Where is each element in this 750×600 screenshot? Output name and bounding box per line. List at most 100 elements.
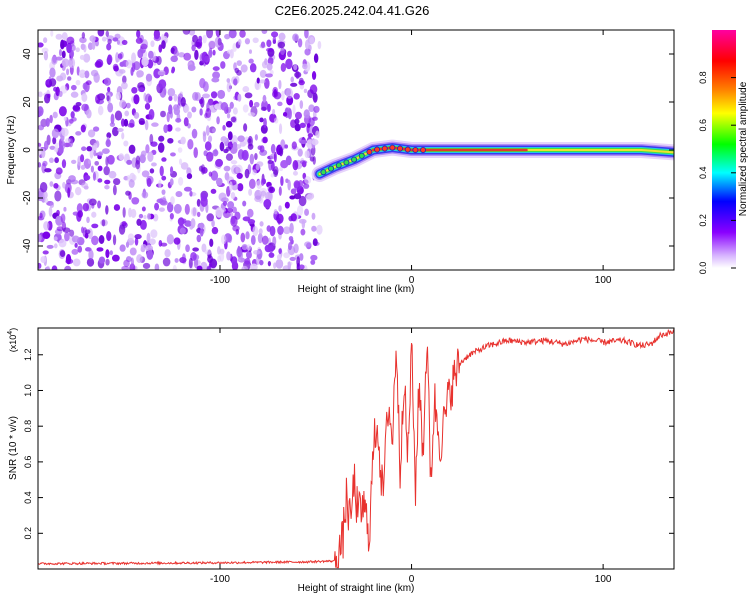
noise-blob bbox=[300, 228, 306, 236]
noise-blob bbox=[77, 245, 83, 253]
noise-blob bbox=[169, 166, 174, 174]
noise-blob bbox=[145, 244, 154, 252]
noise-blob bbox=[196, 234, 202, 243]
noise-blob bbox=[150, 40, 155, 48]
noise-blob bbox=[103, 166, 110, 176]
noise-blob bbox=[290, 76, 294, 83]
noise-blob bbox=[42, 160, 48, 167]
spectrogram-x-axis: -100 0 100 bbox=[210, 30, 612, 286]
noise-blob bbox=[202, 93, 211, 99]
noise-blob bbox=[250, 234, 256, 246]
noise-blob bbox=[232, 107, 238, 115]
noise-blob bbox=[298, 195, 307, 207]
noise-blob bbox=[259, 259, 264, 266]
noise-blob bbox=[247, 138, 252, 144]
noise-blob bbox=[299, 160, 308, 165]
noise-blob bbox=[87, 129, 96, 138]
noise-blob bbox=[133, 112, 140, 119]
noise-blob bbox=[254, 80, 262, 91]
noise-blob bbox=[138, 87, 145, 93]
noise-blob bbox=[126, 159, 132, 165]
noise-blob bbox=[95, 94, 101, 104]
noise-blob bbox=[192, 34, 198, 43]
noise-blob bbox=[107, 154, 115, 165]
noise-blob bbox=[312, 155, 316, 165]
noise-blob bbox=[294, 181, 301, 191]
noise-blob bbox=[112, 37, 119, 42]
noise-blob bbox=[194, 49, 199, 61]
noise-blob bbox=[254, 153, 258, 161]
noise-blob bbox=[202, 34, 207, 44]
noise-blob bbox=[158, 79, 167, 89]
noise-blob bbox=[241, 149, 249, 161]
svg-text:(x104): (x104) bbox=[7, 328, 18, 352]
noise-blob bbox=[259, 145, 265, 153]
noise-blob bbox=[97, 30, 105, 37]
colorbar-tick-label: 0.2 bbox=[698, 214, 708, 227]
noise-blob bbox=[277, 41, 286, 49]
noise-blob bbox=[239, 30, 246, 38]
noise-blob bbox=[141, 170, 150, 178]
noise-blob bbox=[71, 235, 80, 243]
noise-blob bbox=[125, 102, 131, 109]
noise-blob bbox=[146, 249, 154, 260]
noise-blob bbox=[185, 244, 190, 253]
noise-blob bbox=[85, 80, 92, 86]
noise-blob bbox=[173, 49, 179, 57]
noise-blob bbox=[61, 159, 67, 169]
noise-blob bbox=[131, 52, 137, 63]
noise-blob bbox=[93, 150, 97, 157]
snr-y-axis: 0.2 0.4 0.6 0.8 1.0 1.2 bbox=[23, 349, 674, 540]
noise-blob bbox=[277, 101, 283, 107]
noise-blob bbox=[210, 188, 217, 194]
noise-blob bbox=[144, 119, 149, 131]
noise-blob bbox=[200, 164, 206, 175]
noise-blob bbox=[101, 148, 110, 155]
noise-blob bbox=[198, 35, 203, 43]
noise-blob bbox=[237, 93, 242, 102]
noise-blob bbox=[39, 212, 43, 219]
noise-blob bbox=[262, 94, 267, 103]
noise-blob bbox=[140, 219, 147, 230]
noise-blob bbox=[86, 146, 93, 152]
noise-blob bbox=[272, 108, 276, 115]
noise-blob bbox=[217, 255, 221, 263]
noise-blob bbox=[278, 205, 282, 212]
noise-blob bbox=[67, 187, 71, 198]
noise-blob bbox=[267, 245, 274, 253]
noise-blob bbox=[226, 112, 231, 119]
noise-blob bbox=[88, 249, 94, 261]
noise-blob bbox=[130, 257, 135, 268]
noise-blob bbox=[236, 172, 243, 180]
noise-blob bbox=[58, 106, 67, 117]
noise-blob bbox=[104, 185, 110, 190]
noise-blob bbox=[150, 229, 158, 238]
noise-blob bbox=[49, 67, 56, 78]
noise-blob bbox=[311, 225, 317, 232]
noise-blob bbox=[159, 200, 168, 206]
noise-blob bbox=[189, 190, 193, 197]
track-node bbox=[320, 169, 327, 176]
noise-blob bbox=[293, 92, 300, 100]
spectrogram-x-label: Height of straight line (km) bbox=[298, 284, 415, 295]
noise-blob bbox=[49, 181, 54, 187]
y-tick-label: 0.2 bbox=[23, 527, 33, 540]
noise-blob bbox=[266, 39, 272, 48]
y-tick-label: 0 bbox=[22, 147, 33, 153]
noise-blob bbox=[56, 209, 60, 216]
noise-blob bbox=[242, 104, 249, 113]
noise-blob bbox=[115, 57, 120, 63]
noise-blob bbox=[254, 134, 258, 141]
noise-blob bbox=[216, 246, 221, 255]
noise-blob bbox=[200, 196, 208, 207]
colorbar-gradient bbox=[712, 30, 736, 268]
noise-blob bbox=[230, 160, 238, 165]
noise-blob bbox=[120, 118, 125, 127]
noise-blob bbox=[75, 79, 81, 86]
noise-blob bbox=[180, 162, 189, 170]
noise-blob bbox=[294, 71, 302, 78]
noise-blob bbox=[187, 138, 194, 150]
noise-blob bbox=[71, 159, 77, 164]
noise-blob bbox=[206, 30, 214, 39]
colorbar-tick-label: 0.8 bbox=[698, 71, 708, 84]
